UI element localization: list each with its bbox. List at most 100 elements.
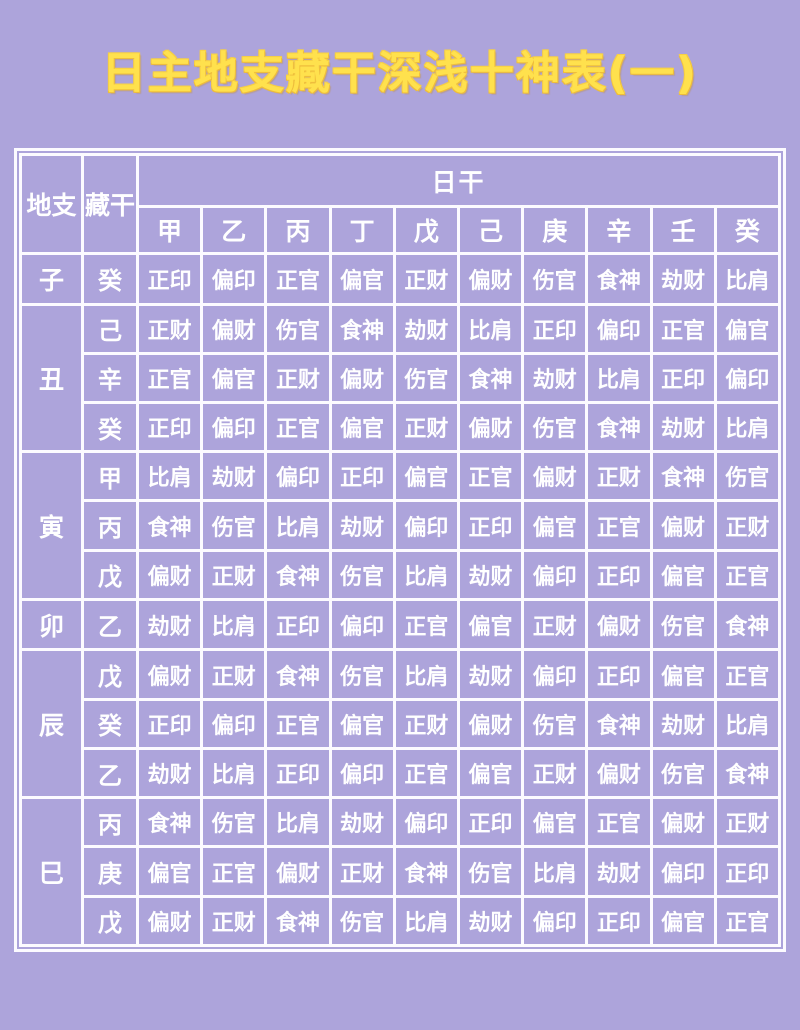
ten-god-cell: 伤官 [521,400,589,454]
ten-god-cell: 正印 [135,697,204,750]
hidden-stem-cell: 癸 [81,252,139,306]
ten-god-cell: 偏财 [649,499,717,552]
ten-god-cell: 偏官 [328,697,396,750]
ten-god-cell: 偏印 [585,302,653,355]
ten-god-cell: 劫财 [521,351,589,405]
ten-god-cell: 正财 [521,746,589,800]
hidden-stem-cell: 癸 [81,400,139,454]
ten-god-cell: 正官 [264,697,332,750]
ten-god-cell: 劫财 [649,697,717,750]
ten-god-cell: 食神 [135,796,204,849]
ten-god-cell: 比肩 [713,697,782,750]
ten-god-cell: 比肩 [392,894,460,948]
ten-god-cell: 正官 [264,252,332,306]
ten-god-cell: 偏印 [521,548,589,601]
table-row: 癸正印 偏印 正官 偏官 正财 偏财 伤官 食神 劫财 比肩 [21,697,782,750]
ten-god-cell: 偏印 [200,697,268,750]
ten-god-cell: 食神 [456,351,525,405]
ten-god-cell: 比肩 [585,351,653,405]
ten-god-cell: 比肩 [521,845,589,898]
table-row: 庚偏官 正官 偏财 正财 食神 伤官 比肩 劫财 偏印 正印 [21,845,782,898]
ten-god-cell: 劫财 [135,746,204,800]
day-stem-header: 丙 [264,205,332,255]
ten-god-cell: 正印 [135,400,204,454]
ten-god-cell: 正印 [585,548,653,601]
ten-god-cell: 正财 [200,648,268,701]
ten-god-cell: 偏官 [328,400,396,454]
branch-cell: 辰 [19,648,84,800]
ten-god-cell: 正财 [713,499,782,552]
ten-god-cell: 正印 [456,796,525,849]
hidden-stem-cell: 戊 [81,894,139,948]
ten-god-cell: 偏财 [456,697,525,750]
table-row: 丑己正财 偏财 伤官 食神 劫财 比肩 正印 偏印 正官 偏官 [19,302,782,454]
hidden-stem-cell: 丙 [81,796,139,849]
ten-god-cell: 比肩 [456,302,525,355]
ten-god-cell: 比肩 [392,548,460,601]
ten-god-cell: 偏印 [328,746,396,800]
ten-god-cell: 偏官 [521,499,589,552]
ten-god-cell: 正官 [585,499,653,552]
ten-god-cell: 偏印 [200,400,268,454]
ten-god-cell: 偏官 [456,597,525,652]
ten-god-cell: 正印 [328,450,396,503]
ten-god-cell: 食神 [585,400,653,454]
ten-god-cell: 劫财 [456,894,525,948]
ten-god-cell: 伤官 [200,499,268,552]
ten-god-cell: 正财 [264,351,332,405]
ten-god-cell: 食神 [135,499,204,552]
ten-god-cell: 比肩 [135,450,204,503]
ten-god-cell: 偏官 [456,746,525,800]
table-row: 戊偏财 正财 食神 伤官 比肩 劫财 偏印 正印 偏官 正官 [21,548,782,601]
day-stem-header: 癸 [713,205,782,255]
ten-god-cell: 偏印 [649,845,717,898]
ten-god-cell: 正官 [135,351,204,405]
branch-cell: 丑 [19,302,84,454]
ten-gods-table: 地支 藏干 日干 甲乙丙丁戊己庚辛壬癸 子癸正印 偏印 正官 偏官 正财 偏财 伤官 食神 劫财… [19,153,782,948]
header-top-row: 地支 藏干 日干 [19,153,781,255]
ten-god-cell: 偏财 [456,252,525,306]
ten-god-cell: 偏官 [649,648,717,701]
hidden-stem-cell: 乙 [81,746,139,800]
hidden-stem-cell: 辛 [81,351,139,405]
table-row: 巳丙食神 伤官 比肩 劫财 偏印 正印 偏官 正官 偏财 正财 [19,796,782,947]
ten-god-cell: 劫财 [585,845,653,898]
branch-cell: 寅 [19,450,84,601]
ten-god-cell: 劫财 [392,302,460,355]
ten-god-cell: 劫财 [135,597,204,652]
ten-god-cell: 比肩 [713,400,782,454]
ten-god-cell: 正财 [713,796,782,849]
ten-god-cell: 劫财 [200,450,268,503]
ten-god-cell: 比肩 [713,252,782,306]
day-stem-header: 庚 [521,205,589,255]
day-stem-header: 乙 [200,205,268,255]
ten-god-cell: 正官 [392,746,460,800]
ten-god-cell: 正印 [649,351,717,405]
table-row: 辛正官 偏官 正财 偏财 伤官 食神 劫财 比肩 正印 偏印 [21,351,782,405]
ten-god-cell: 偏财 [135,648,204,701]
header-earthly-branch: 地支 [19,153,84,255]
ten-god-cell: 偏官 [521,796,589,849]
branch-cell: 子 [19,252,84,306]
ten-god-cell: 伤官 [713,450,782,503]
hidden-stem-cell: 癸 [81,697,139,750]
ten-god-cell: 正财 [135,302,204,355]
ten-god-cell: 比肩 [264,499,332,552]
ten-god-cell: 食神 [392,845,460,898]
table-header: 地支 藏干 日干 甲乙丙丁戊己庚辛壬癸 [19,153,782,255]
hidden-stem-cell: 丙 [81,499,139,552]
ten-god-cell: 偏官 [649,894,717,948]
ten-god-cell: 劫财 [456,548,525,601]
ten-god-cell: 偏财 [585,746,653,800]
ten-god-cell: 伤官 [328,648,396,701]
ten-god-cell: 正财 [521,597,589,652]
ten-god-cell: 劫财 [328,796,396,849]
ten-god-cell: 偏印 [392,796,460,849]
ten-god-cell: 食神 [264,894,332,948]
ten-god-cell: 伤官 [649,746,717,800]
table-row: 癸正印 偏印 正官 偏官 正财 偏财 伤官 食神 劫财 比肩 [21,400,782,454]
header-day-stem: 日干 [136,153,781,208]
ten-god-cell: 食神 [264,648,332,701]
hidden-stem-cell: 乙 [81,597,139,652]
day-stems-row: 甲乙丙丁戊己庚辛壬癸 [21,205,782,255]
